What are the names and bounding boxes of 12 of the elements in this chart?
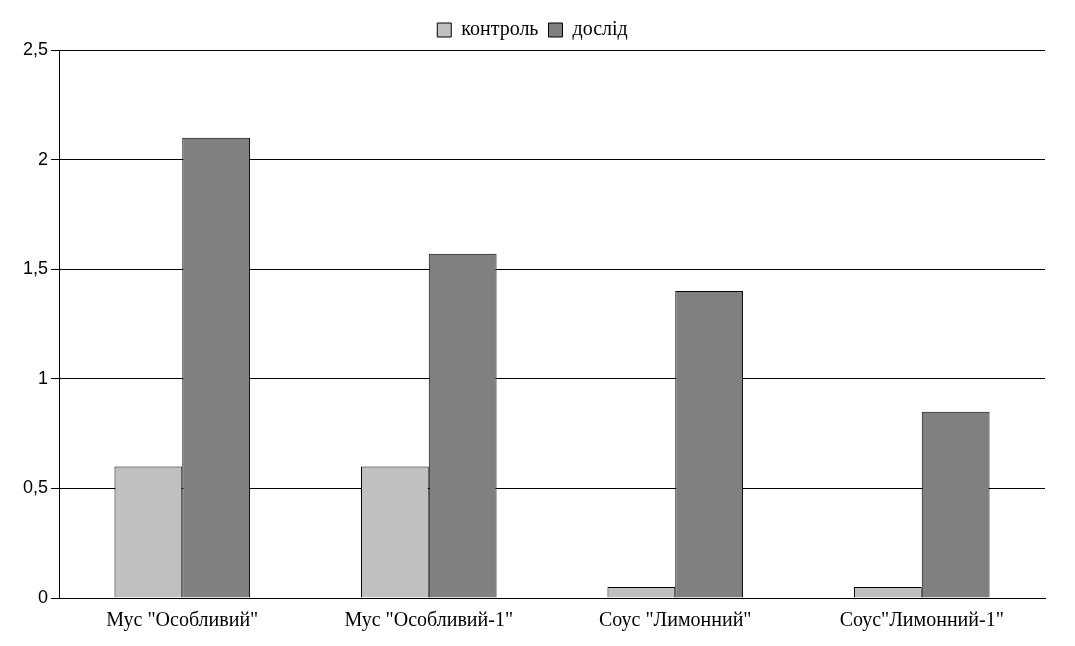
legend-label: дослід	[572, 17, 628, 41]
y-tick-label: 2	[38, 148, 49, 169]
y-tick-label: 0,5	[22, 477, 49, 498]
y-tick-label: 1	[38, 367, 49, 388]
x-tick-label: Соус"Лимонний-1"	[839, 608, 1004, 632]
x-tick-label: Соус "Лимонний"	[598, 608, 752, 632]
x-tick-label: Мус "Особливий"	[106, 608, 259, 632]
legend-label: контроль	[461, 17, 539, 41]
y-tick-label: 2,5	[22, 38, 49, 59]
y-tick-label: 0	[38, 586, 49, 607]
x-tick-label: Мус "Особливий-1"	[344, 608, 514, 632]
y-tick-label: 1,5	[22, 258, 49, 279]
